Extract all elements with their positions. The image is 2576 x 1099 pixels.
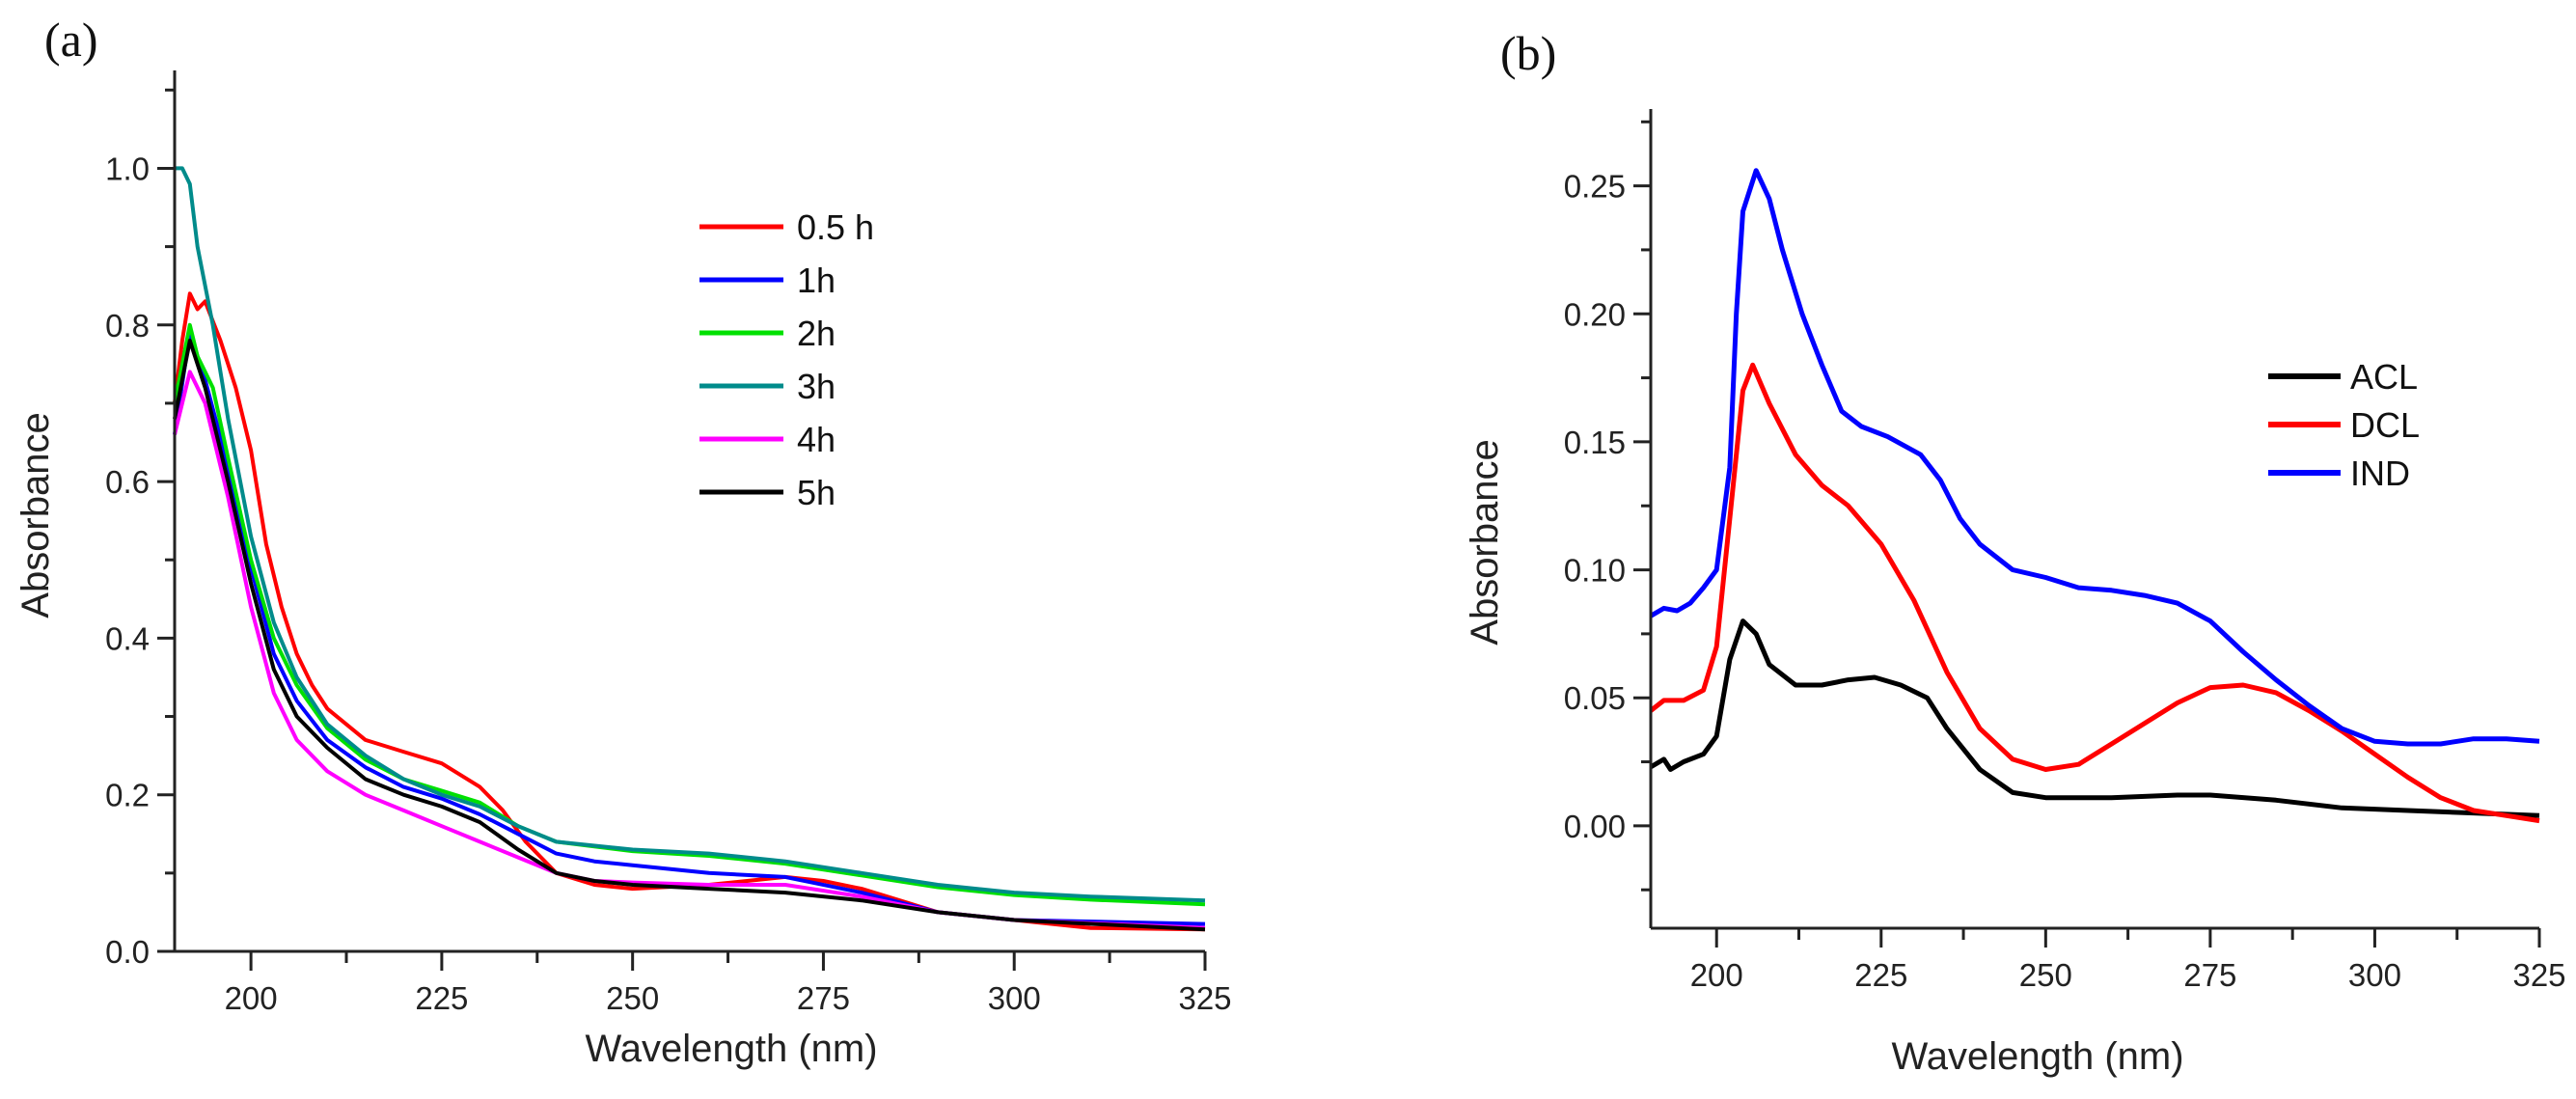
y-tick-label: 0.15	[1564, 425, 1626, 460]
x-tick-label: 200	[1690, 957, 1743, 993]
chart-panel-a: (a) Wavelength (nm) Absorbance 200 225 250…	[14, 13, 1232, 1070]
series-line-5h	[173, 339, 1206, 932]
y-tick-label: 0.6	[105, 464, 150, 500]
series-line-3h	[175, 166, 1206, 903]
x-axis-title-b: Wavelength (nm)	[1891, 1035, 2183, 1078]
legend-label: IND	[2350, 453, 2410, 493]
y-tick-label: 0.20	[1564, 296, 1626, 332]
legend-item: DCL	[2268, 405, 2420, 445]
x-tick-label: 250	[2019, 957, 2072, 993]
x-tick-label: 300	[2348, 957, 2401, 993]
x-tick-label: 275	[2183, 957, 2236, 993]
y-tick-label: 0.05	[1564, 680, 1626, 716]
series-line-ACL	[1649, 618, 2540, 818]
legend-label: 3h	[797, 367, 836, 406]
y-tick-label: 0.10	[1564, 553, 1626, 589]
legend-item: IND	[2268, 453, 2410, 493]
y-axis-title-a: Absorbance	[14, 412, 57, 618]
y-tick-label: 0.00	[1564, 809, 1626, 844]
x-tick-label: 225	[1854, 957, 1907, 993]
legend-label: ACL	[2350, 357, 2418, 397]
x-tick-label: 325	[2512, 957, 2565, 993]
y-tick-label: 0.2	[105, 778, 150, 813]
series-line-4h	[173, 370, 1206, 930]
x-tick-label: 225	[415, 980, 468, 1016]
x-tick-label: 250	[606, 980, 659, 1016]
panel-label-b: (b)	[1500, 26, 1556, 80]
legend-label: 5h	[797, 473, 836, 512]
legend-label: 4h	[797, 420, 836, 459]
chart-panel-b: (b) Wavelength (nm) Absorbance 200 225 250…	[1464, 26, 2566, 1078]
legend-item: 4h	[699, 420, 836, 459]
y-tick-label: 0.8	[105, 308, 150, 343]
y-tick-label: 0.0	[105, 934, 150, 970]
x-axis-title-a: Wavelength (nm)	[585, 1028, 877, 1070]
x-tick-label: 325	[1178, 980, 1231, 1016]
series-line-0.5h	[173, 291, 1206, 932]
series-line-1h	[173, 330, 1206, 926]
legend-item: 0.5 h	[699, 207, 874, 247]
legend-item: 5h	[699, 473, 836, 512]
y-axis-title-b: Absorbance	[1464, 439, 1506, 645]
x-tick-label: 200	[225, 980, 278, 1016]
legend-label: 2h	[797, 314, 836, 353]
panel-label-a: (a)	[44, 13, 98, 67]
x-tick-label: 300	[988, 980, 1041, 1016]
legend-item: 3h	[699, 367, 836, 406]
series-line-DCL	[1649, 362, 2540, 824]
y-tick-label: 1.0	[105, 151, 150, 186]
series-line-2h	[173, 322, 1206, 907]
x-tick-label: 275	[797, 980, 850, 1016]
y-tick-label: 0.4	[105, 620, 150, 656]
legend-item: ACL	[2268, 357, 2418, 397]
legend-label: DCL	[2350, 405, 2420, 445]
legend-item: 2h	[699, 314, 836, 353]
y-tick-label: 0.25	[1564, 169, 1626, 205]
legend-item: 1h	[699, 261, 836, 300]
series-line-IND	[1649, 168, 2540, 747]
legend-label: 0.5 h	[797, 207, 874, 247]
legend-label: 1h	[797, 261, 836, 300]
